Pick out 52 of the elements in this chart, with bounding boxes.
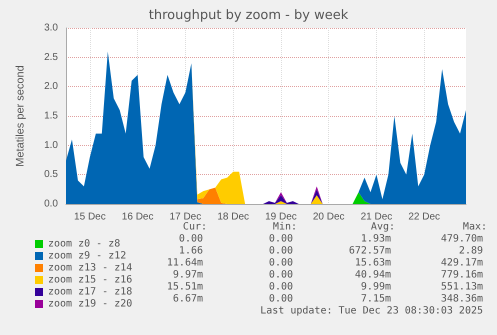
text: 6.67m <box>172 294 204 304</box>
y-axis-title: Metatiles per second <box>14 65 26 167</box>
x-tick-label: 21 Dec <box>360 212 392 222</box>
text: 15.51m <box>166 282 203 292</box>
text: 11.64m <box>166 258 203 268</box>
text: 779.16m <box>440 270 484 280</box>
text: 0.00 <box>268 258 294 268</box>
text: 2.89 <box>458 246 484 256</box>
text: 0.00 <box>268 294 294 304</box>
text: 429.17m <box>440 258 484 268</box>
y-tick-label: 2.0 <box>44 81 58 92</box>
x-tick-label: 22 Dec <box>408 212 440 222</box>
legend-label: zoom z0 - z8 <box>48 238 120 250</box>
x-tick-label: 15 Dec <box>74 212 106 222</box>
chart-title: throughput by zoom - by week <box>148 8 349 23</box>
text: 0.00 <box>268 246 294 256</box>
y-tick-label: 1.0 <box>44 140 58 151</box>
x-tick-label: 20 Dec <box>312 212 345 222</box>
text: 672.57m <box>348 246 392 256</box>
text: 40.94m <box>354 270 391 280</box>
text: 9.99m <box>360 282 392 292</box>
text: Max: <box>462 222 488 232</box>
text: 15.63m <box>354 258 391 268</box>
text: 9.97m <box>172 270 204 280</box>
text: Last update: Tue Dec 23 08:30:03 2025 <box>260 306 484 316</box>
text: 479.70m <box>440 234 484 244</box>
legend-label: zoom z9 - z12 <box>48 250 126 262</box>
x-tick-label: 16 Dec <box>122 212 154 222</box>
text: 7.15m <box>360 294 392 304</box>
y-tick-label: 2.5 <box>44 52 58 63</box>
y-tick-label: 0.0 <box>44 198 58 210</box>
text: 0.00 <box>268 270 294 280</box>
y-tick-label: 3.0 <box>44 22 58 34</box>
y-tick-label: 1.5 <box>44 110 58 122</box>
y-tick-label: 0.5 <box>44 169 58 180</box>
legend-label: zoom z17 - z18 <box>48 286 132 298</box>
text: 551.13m <box>440 282 484 292</box>
text: 0.00 <box>268 234 294 244</box>
text: 1.66 <box>178 246 204 256</box>
legend-label: zoom z13 - z14 <box>48 262 132 274</box>
x-tick-label: 17 Dec <box>170 212 202 222</box>
legend-label: zoom z19 - z20 <box>48 298 132 310</box>
text: Cur: <box>182 222 208 232</box>
text: 0.00 <box>268 282 294 292</box>
text: 348.36m <box>440 294 484 304</box>
x-tick-label: 18 Dec <box>217 212 250 222</box>
text: Min: <box>272 222 298 232</box>
text: 1.93m <box>360 234 392 244</box>
legend-label: zoom z15 - z16 <box>48 274 132 286</box>
x-tick-label: 19 Dec <box>265 212 297 222</box>
text: 0.00 <box>178 234 204 244</box>
text: Avg: <box>370 222 396 232</box>
